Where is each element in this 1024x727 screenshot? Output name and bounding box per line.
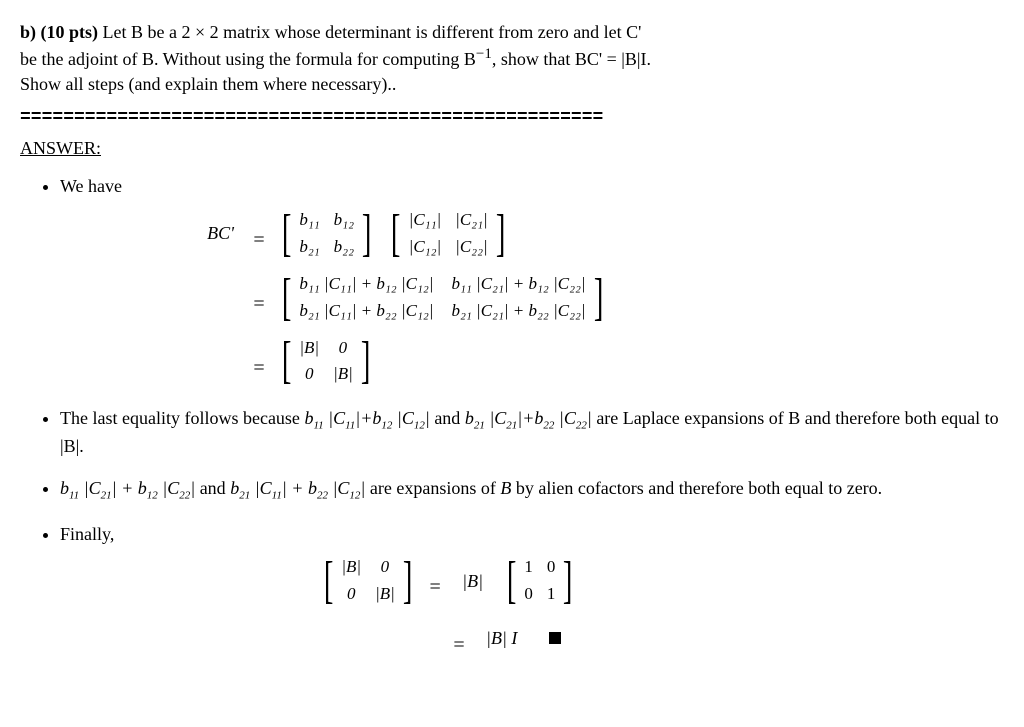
bullet-text: We have bbox=[60, 176, 122, 196]
matrix-product: b₁₁ |C₁₁| + b₁₂ |C₁₂|b₁₁ |C₂₁| + b₁₂ |C₂… bbox=[295, 271, 589, 325]
problem-label: b) (10 pts) bbox=[20, 22, 98, 42]
matrix-identity: 10 01 bbox=[520, 554, 559, 608]
math-lhs: BC' bbox=[190, 207, 234, 245]
equals-sign: = bbox=[252, 213, 266, 254]
bullet-laplace: The last equality follows because b11 |C… bbox=[60, 406, 1004, 458]
equals-sign: = bbox=[452, 618, 466, 659]
final-row-2: = |B| I bbox=[320, 618, 577, 659]
problem-line1: Let B be a 2 × 2 matrix whose determinan… bbox=[98, 22, 641, 42]
equals-sign: = bbox=[252, 277, 266, 318]
separator: ========================================… bbox=[20, 106, 1004, 130]
scalar-detB: |B| bbox=[462, 569, 483, 593]
math-row-3: = [ |B|0 0|B| ] bbox=[252, 335, 607, 389]
math-block-final: [ |B|0 0|B| ] = |B| [ 10 01 bbox=[320, 554, 1004, 659]
problem-statement: b) (10 pts) Let B be a 2 × 2 matrix whos… bbox=[20, 20, 1004, 96]
bullet-we-have: We have BC' = [ b₁₁b₁₂ b₂₁b₂₂ ] bbox=[60, 174, 1004, 388]
matrix-Cprime: |C₁₁||C₂₁| |C₁₂||C₂₂| bbox=[405, 207, 492, 261]
answer-heading: ANSWER: bbox=[20, 136, 1004, 160]
qed-box-icon bbox=[549, 632, 561, 644]
problem-sup: −1 bbox=[476, 46, 492, 62]
bullet-alien: b11 |C21| + b12 |C22| and b21 |C11| + b2… bbox=[60, 476, 1004, 503]
math-row-2: = [ b₁₁ |C₁₁| + b₁₂ |C₁₂|b₁₁ |C₂₁| + b₁₂… bbox=[252, 271, 607, 325]
matrix-detB-2: |B|0 0|B| bbox=[337, 554, 398, 608]
equals-sign: = bbox=[252, 341, 266, 382]
matrix-detB: |B|0 0|B| bbox=[295, 335, 356, 389]
equals-sign: = bbox=[428, 560, 442, 601]
math-block-main: BC' = [ b₁₁b₁₂ b₂₁b₂₂ ] [ bbox=[190, 207, 1004, 389]
matrix-B: b₁₁b₁₂ b₂₁b₂₂ bbox=[295, 207, 358, 261]
math-row-1: = [ b₁₁b₁₂ b₂₁b₂₂ ] [ |C₁₁||C₂₁| |C₁ bbox=[252, 207, 607, 261]
final-expr: |B| I bbox=[486, 626, 517, 650]
problem-line2b: , show that BC' = |B|I. bbox=[492, 49, 651, 69]
problem-line3: Show all steps (and explain them where n… bbox=[20, 74, 396, 94]
final-row-1: [ |B|0 0|B| ] = |B| [ 10 01 bbox=[320, 554, 577, 608]
answer-bullets: We have BC' = [ b₁₁b₁₂ b₂₁b₂₂ ] bbox=[20, 174, 1004, 658]
problem-line2a: be the adjoint of B. Without using the f… bbox=[20, 49, 476, 69]
bullet-finally: Finally, [ |B|0 0|B| ] = |B| [ bbox=[60, 522, 1004, 659]
